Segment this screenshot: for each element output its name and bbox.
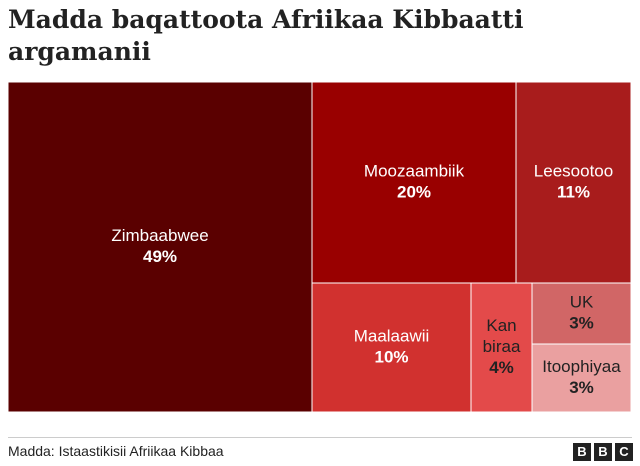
treemap-label: biraa [483, 337, 521, 356]
treemap-rect [515, 81, 632, 284]
logo-letter-b2: B [594, 443, 612, 461]
treemap-rect [7, 81, 313, 413]
treemap-cell-leesootoo: Leesootoo 11% [515, 81, 632, 284]
treemap-value: 3% [569, 378, 594, 397]
treemap-rect [470, 282, 533, 413]
treemap-value: 49% [143, 247, 177, 266]
treemap-label: Kan [486, 316, 516, 335]
treemap-value: 4% [489, 358, 514, 377]
treemap-value: 3% [569, 313, 594, 332]
treemap-value: 20% [397, 182, 431, 201]
treemap-cell-moozaambiik: Moozaambiik 20% [311, 81, 517, 284]
treemap-rect [531, 343, 632, 413]
treemap-label: Leesootoo [534, 161, 613, 180]
treemap-rect [531, 282, 632, 345]
bbc-logo: B B C [573, 443, 633, 461]
treemap-value: 11% [557, 182, 590, 201]
treemap-label: Maalaawii [354, 326, 430, 345]
logo-letter-b1: B [573, 443, 591, 461]
treemap-label: Zimbaabwee [111, 226, 208, 245]
treemap-rect [311, 282, 472, 413]
treemap-cell-uk: UK 3% [531, 282, 632, 345]
treemap-label: UK [570, 292, 594, 311]
treemap-cell-itoophiyaa: Itoophiyaa 3% [531, 343, 632, 413]
footer-divider [8, 437, 632, 438]
treemap-cell-zimbaabwee: Zimbaabwee 49% [7, 81, 313, 413]
treemap-cell-kan-biraa: Kan biraa 4% [470, 282, 533, 413]
source-note: Madda: Istaastikisii Afriikaa Kibbaa [8, 443, 224, 459]
treemap-label: Itoophiyaa [542, 357, 621, 376]
logo-letter-c: C [615, 443, 633, 461]
treemap-cell-maalaawii: Maalaawii 10% [311, 282, 472, 413]
chart-title: Madda baqattoota Afriikaa Kibbaatti arga… [8, 5, 524, 66]
treemap-label: Moozaambiik [364, 161, 465, 180]
treemap-value: 10% [374, 347, 408, 366]
